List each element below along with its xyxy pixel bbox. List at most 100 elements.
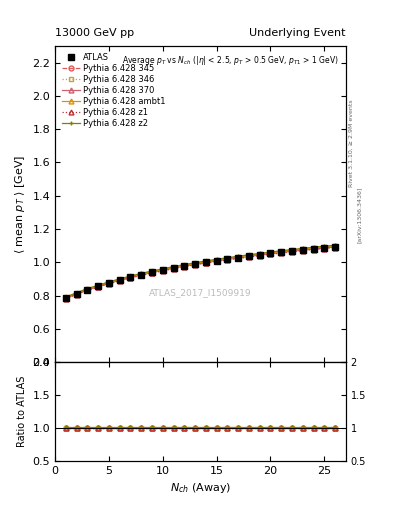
Pythia 6.428 370 bbox=[182, 263, 187, 269]
Pythia 6.428 345 bbox=[96, 283, 101, 289]
Pythia 6.428 345 bbox=[74, 291, 79, 297]
Pythia 6.428 ambt1 bbox=[193, 260, 197, 266]
Pythia 6.428 370 bbox=[96, 284, 101, 290]
Pythia 6.428 z1 bbox=[311, 246, 316, 252]
Pythia 6.428 z1 bbox=[150, 270, 154, 276]
Pythia 6.428 ambt1 bbox=[300, 246, 305, 252]
X-axis label: $N_{ch}$ (Away): $N_{ch}$ (Away) bbox=[170, 481, 231, 495]
Y-axis label: Ratio to ATLAS: Ratio to ATLAS bbox=[17, 376, 27, 447]
Pythia 6.428 345 bbox=[279, 249, 284, 255]
Pythia 6.428 370 bbox=[139, 272, 143, 278]
Pythia 6.428 345 bbox=[333, 244, 338, 250]
Pythia 6.428 370 bbox=[300, 247, 305, 253]
Pythia 6.428 370 bbox=[268, 251, 273, 257]
Pythia 6.428 ambt1 bbox=[257, 251, 262, 257]
Pythia 6.428 ambt1 bbox=[333, 243, 338, 249]
ATLAS bbox=[236, 254, 241, 261]
Pythia 6.428 z1 bbox=[300, 248, 305, 254]
Pythia 6.428 z1 bbox=[279, 250, 284, 256]
Pythia 6.428 z1 bbox=[128, 275, 133, 281]
ATLAS bbox=[333, 244, 338, 250]
Pythia 6.428 ambt1 bbox=[279, 248, 284, 254]
Pythia 6.428 z2 bbox=[214, 256, 219, 262]
Pythia 6.428 z1 bbox=[107, 281, 111, 287]
Pythia 6.428 370 bbox=[333, 244, 338, 250]
Text: Underlying Event: Underlying Event bbox=[249, 28, 346, 38]
Pythia 6.428 z1 bbox=[63, 295, 68, 302]
Pythia 6.428 346 bbox=[74, 290, 79, 296]
Pythia 6.428 346 bbox=[236, 254, 241, 260]
ATLAS bbox=[193, 261, 197, 267]
Pythia 6.428 370 bbox=[74, 291, 79, 297]
ATLAS bbox=[204, 259, 208, 265]
Pythia 6.428 ambt1 bbox=[236, 253, 241, 260]
Pythia 6.428 346 bbox=[225, 255, 230, 262]
Pythia 6.428 370 bbox=[279, 249, 284, 255]
Pythia 6.428 ambt1 bbox=[214, 257, 219, 263]
Pythia 6.428 346 bbox=[193, 261, 197, 267]
ATLAS bbox=[150, 269, 154, 275]
Pythia 6.428 ambt1 bbox=[322, 244, 327, 250]
Pythia 6.428 z2 bbox=[246, 252, 251, 258]
Pythia 6.428 ambt1 bbox=[204, 259, 208, 265]
Pythia 6.428 ambt1 bbox=[160, 266, 165, 272]
Pythia 6.428 345 bbox=[236, 254, 241, 261]
ATLAS bbox=[139, 271, 143, 278]
Pythia 6.428 ambt1 bbox=[268, 249, 273, 255]
Pythia 6.428 346 bbox=[160, 267, 165, 273]
Pythia 6.428 346 bbox=[128, 274, 133, 280]
Pythia 6.428 z1 bbox=[214, 259, 219, 265]
Pythia 6.428 z1 bbox=[139, 272, 143, 279]
Pythia 6.428 ambt1 bbox=[290, 247, 294, 253]
Pythia 6.428 370 bbox=[128, 274, 133, 281]
Pythia 6.428 z2 bbox=[85, 286, 90, 292]
Pythia 6.428 z1 bbox=[160, 268, 165, 274]
Pythia 6.428 345 bbox=[193, 261, 197, 267]
Pythia 6.428 ambt1 bbox=[246, 252, 251, 259]
Pythia 6.428 345 bbox=[257, 252, 262, 258]
Pythia 6.428 ambt1 bbox=[74, 290, 79, 296]
Pythia 6.428 345 bbox=[214, 258, 219, 264]
Line: Pythia 6.428 ambt1: Pythia 6.428 ambt1 bbox=[63, 243, 338, 300]
Pythia 6.428 z2 bbox=[160, 266, 165, 272]
Pythia 6.428 346 bbox=[311, 245, 316, 251]
Pythia 6.428 370 bbox=[63, 295, 68, 302]
Pythia 6.428 z2 bbox=[322, 243, 327, 249]
Pythia 6.428 z2 bbox=[107, 279, 111, 285]
Pythia 6.428 346 bbox=[117, 276, 122, 283]
Pythia 6.428 z1 bbox=[85, 287, 90, 293]
Pythia 6.428 z1 bbox=[236, 255, 241, 262]
Pythia 6.428 345 bbox=[322, 245, 327, 251]
Pythia 6.428 z2 bbox=[182, 262, 187, 268]
Line: Pythia 6.428 346: Pythia 6.428 346 bbox=[63, 244, 338, 300]
Pythia 6.428 345 bbox=[150, 269, 154, 275]
Pythia 6.428 ambt1 bbox=[117, 276, 122, 283]
Pythia 6.428 z1 bbox=[268, 251, 273, 258]
Pythia 6.428 345 bbox=[139, 271, 143, 278]
Pythia 6.428 346 bbox=[182, 263, 187, 269]
Pythia 6.428 370 bbox=[257, 252, 262, 258]
Pythia 6.428 z2 bbox=[225, 254, 230, 261]
Pythia 6.428 346 bbox=[322, 244, 327, 250]
Pythia 6.428 z2 bbox=[117, 276, 122, 282]
Line: Pythia 6.428 370: Pythia 6.428 370 bbox=[63, 245, 338, 301]
Line: Pythia 6.428 z1: Pythia 6.428 z1 bbox=[63, 245, 338, 301]
Pythia 6.428 z1 bbox=[96, 284, 101, 290]
Text: [arXiv:1306.3436]: [arXiv:1306.3436] bbox=[357, 187, 362, 243]
Pythia 6.428 345 bbox=[311, 246, 316, 252]
Pythia 6.428 ambt1 bbox=[150, 268, 154, 274]
Pythia 6.428 z2 bbox=[204, 258, 208, 264]
Pythia 6.428 370 bbox=[85, 287, 90, 293]
Pythia 6.428 z1 bbox=[74, 291, 79, 297]
Pythia 6.428 370 bbox=[290, 248, 294, 254]
Pythia 6.428 z2 bbox=[268, 249, 273, 255]
Pythia 6.428 z1 bbox=[333, 245, 338, 251]
Pythia 6.428 ambt1 bbox=[107, 279, 111, 285]
ATLAS bbox=[128, 274, 133, 280]
Pythia 6.428 346 bbox=[85, 286, 90, 292]
Pythia 6.428 z2 bbox=[311, 244, 316, 250]
Pythia 6.428 370 bbox=[171, 265, 176, 271]
Pythia 6.428 z2 bbox=[171, 264, 176, 270]
Pythia 6.428 z2 bbox=[96, 282, 101, 288]
Pythia 6.428 370 bbox=[322, 245, 327, 251]
